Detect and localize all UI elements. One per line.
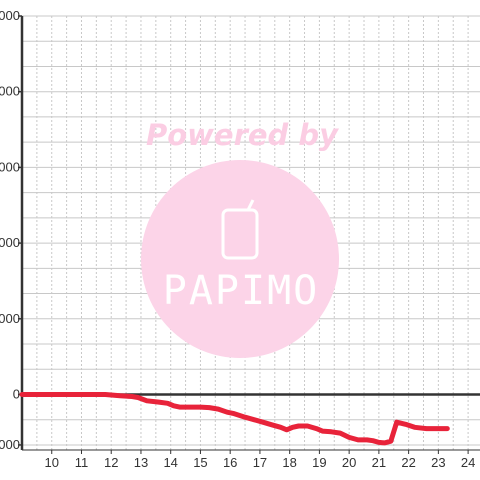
x-tick-label: 21 [372,455,386,470]
x-tick-label: 23 [431,455,445,470]
x-tick-label: 18 [282,455,296,470]
x-tick-label: 15 [193,455,207,470]
series-line [19,392,450,446]
y-tick-label: 0 [13,386,20,401]
x-tick-label: 12 [104,455,118,470]
x-tick-label: 16 [223,455,237,470]
x-tick-label: 17 [253,455,267,470]
tick-labels: -20,000 0 30,000 60,000 90,000 120,000 150,000… [0,8,475,470]
x-tick-label: 20 [342,455,356,470]
x-tick-label: 10 [45,455,59,470]
y-tick-label: -20,000 [0,437,20,452]
watermark: Powered by PAPIMO [141,118,339,358]
y-tick-label: 60,000 [0,235,20,250]
watermark-text: Powered by [146,118,339,152]
phone-icon [221,199,259,260]
x-tick-label: 13 [134,455,148,470]
x-tick-label: 14 [163,455,177,470]
x-tick-label: 11 [75,455,89,470]
series-layer [19,392,450,446]
x-tick-label: 24 [461,455,475,470]
x-tick-label: 19 [312,455,326,470]
y-tick-label: 150,000 [0,8,20,23]
watermark-logo: PAPIMO [163,268,320,314]
x-tick-label: 22 [401,455,415,470]
y-tick-label: 120,000 [0,84,20,99]
y-tick-label: 30,000 [0,311,20,326]
y-tick-label: 90,000 [0,159,20,174]
